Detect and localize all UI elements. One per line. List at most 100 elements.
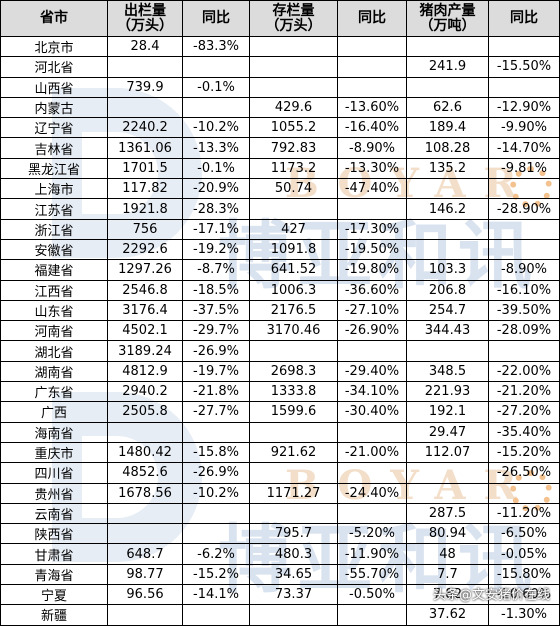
cell-pork-output: 108.28 — [406, 137, 489, 159]
cell-province: 云南省 — [0, 502, 108, 525]
cell-pork-output: 80.94 — [406, 523, 489, 545]
cell-province: 安徽省 — [0, 238, 108, 261]
cell-inventory: 427 — [249, 218, 338, 240]
cell-slaughter: 739.9 — [107, 76, 183, 98]
cell-inventory-yoy: -16.40% — [337, 117, 407, 139]
cell-inventory-yoy: -47.40% — [337, 178, 407, 200]
table-header-row: 省市 出栏量 （万头） 同比 存栏量 （万头） 同比 猪肉产量 （万吨） 同比 — [0, 0, 560, 37]
cell-province: 甘肃省 — [0, 543, 108, 565]
cell-slaughter: 4502.1 — [107, 320, 183, 342]
cell-slaughter-yoy — [182, 96, 250, 119]
cell-pork-output — [406, 238, 489, 261]
cell-slaughter-yoy — [182, 502, 250, 525]
cell-pork-output-yoy: -15.50% — [488, 56, 560, 78]
cell-inventory-yoy: -19.80% — [337, 259, 407, 281]
cell-slaughter: 98.77 — [107, 563, 183, 586]
cell-inventory-yoy: -13.30% — [337, 157, 407, 180]
cell-pork-output-yoy — [488, 218, 560, 240]
cell-inventory-yoy — [337, 421, 407, 443]
cell-pork-output-yoy — [488, 35, 560, 58]
cell-inventory: 34.65 — [249, 563, 338, 586]
header-province: 省市 — [0, 0, 108, 37]
cell-inventory: 641.52 — [249, 259, 338, 281]
cell-slaughter-yoy: -0.1% — [182, 157, 250, 180]
cell-inventory-yoy — [337, 35, 407, 58]
cell-pork-output: 62.6 — [406, 96, 489, 119]
table-row: 浙江省 756 -17.1% 427 -17.30% — [0, 218, 560, 240]
cell-slaughter: 2546.8 — [107, 279, 183, 301]
cell-pork-output — [406, 340, 489, 362]
cell-inventory: 1091.8 — [249, 238, 338, 261]
cell-slaughter: 1921.8 — [107, 198, 183, 220]
cell-province: 吉林省 — [0, 137, 108, 159]
cell-slaughter: 117.82 — [107, 178, 183, 200]
cell-pork-output: 29.47 — [406, 421, 489, 443]
cell-pork-output-yoy: -0.05% — [488, 543, 560, 565]
cell-inventory: 2176.5 — [249, 299, 338, 322]
cell-slaughter: 28.4 — [107, 35, 183, 58]
cell-inventory-yoy: -27.10% — [337, 299, 407, 322]
cell-pork-output — [406, 462, 489, 484]
cell-province: 浙江省 — [0, 218, 108, 240]
cell-inventory-yoy: -19.50% — [337, 238, 407, 261]
cell-inventory-yoy — [337, 502, 407, 525]
cell-province: 江西省 — [0, 279, 108, 301]
cell-inventory-yoy: -26.90% — [337, 320, 407, 342]
table-row: 山西省 739.9 -0.1% — [0, 76, 560, 98]
table-row: 北京市 28.4 -83.3% — [0, 35, 560, 58]
cell-slaughter-yoy: -26.9% — [182, 340, 250, 362]
cell-pork-output-yoy — [488, 76, 560, 98]
table-row: 四川省 4852.6 -26.9% -26.50% — [0, 462, 560, 484]
cell-slaughter: 3176.4 — [107, 299, 183, 322]
table-row: 湖南省 4812.9 -19.7% 2698.3 -29.40% 348.5 -22.00% — [0, 360, 560, 383]
table-row: 山东省 3176.4 -37.5% 2176.5 -27.10% 254.7 -39.50% — [0, 299, 560, 322]
cell-slaughter: 1678.56 — [107, 482, 183, 504]
cell-slaughter-yoy: -10.2% — [182, 482, 250, 504]
cell-slaughter-yoy: -27.7% — [182, 401, 250, 423]
cell-inventory: 1171.27 — [249, 482, 338, 504]
cell-pork-output-yoy: -11.20% — [488, 502, 560, 525]
table-row: 上海市 117.82 -20.9% 50.74 -47.40% — [0, 178, 560, 200]
cell-slaughter-yoy: -10.2% — [182, 117, 250, 139]
cell-pork-output-yoy: -12.90% — [488, 96, 560, 119]
cell-inventory-yoy — [337, 198, 407, 220]
cell-inventory: 1333.8 — [249, 381, 338, 403]
cell-province: 辽宁省 — [0, 117, 108, 139]
table-row: 内蒙古 429.6 -13.60% 62.6 -12.90% — [0, 96, 560, 119]
cell-pork-output: 287.5 — [406, 502, 489, 525]
header-pork-output: 猪肉产量 （万吨） — [406, 0, 489, 37]
cell-province: 江苏省 — [0, 198, 108, 220]
cell-pork-output: 37.62 — [406, 604, 489, 626]
table-row: 河南省 4502.1 -29.7% 3170.46 -26.90% 344.43 -28.0… — [0, 320, 560, 342]
cell-slaughter-yoy: -15.8% — [182, 441, 250, 464]
cell-province: 内蒙古 — [0, 96, 108, 119]
cell-slaughter: 2940.2 — [107, 381, 183, 403]
cell-pork-output: 206.8 — [406, 279, 489, 301]
cell-province: 宁夏 — [0, 584, 108, 606]
cell-inventory-yoy — [337, 604, 407, 626]
cell-slaughter-yoy: -20.9% — [182, 178, 250, 200]
cell-inventory — [249, 502, 338, 525]
cell-pork-output: 103.3 — [406, 259, 489, 281]
cell-slaughter-yoy: -26.9% — [182, 462, 250, 484]
cell-province: 陕西省 — [0, 523, 108, 545]
cell-pork-output-yoy: -27.20% — [488, 401, 560, 423]
cell-slaughter-yoy: -83.3% — [182, 35, 250, 58]
cell-slaughter: 1480.42 — [107, 441, 183, 464]
table-row: 广西 2505.8 -27.7% 1599.6 -30.40% 192.1 -27.20% — [0, 401, 560, 423]
cell-slaughter: 3189.24 — [107, 340, 183, 362]
cell-pork-output-yoy — [488, 340, 560, 362]
cell-slaughter-yoy: -17.1% — [182, 218, 250, 240]
cell-province: 贵州省 — [0, 482, 108, 504]
header-slaughter-yoy: 同比 — [182, 0, 250, 37]
cell-slaughter: 1297.26 — [107, 259, 183, 281]
header-slaughter: 出栏量 （万头） — [107, 0, 183, 37]
cell-pork-output-yoy: -8.90% — [488, 259, 560, 281]
cell-province: 重庆市 — [0, 441, 108, 464]
cell-slaughter — [107, 421, 183, 443]
cell-pork-output: 254.7 — [406, 299, 489, 322]
cell-slaughter-yoy: -19.2% — [182, 238, 250, 261]
table-row: 福建省 1297.26 -8.7% 641.52 -19.80% 103.3 -8.90% — [0, 259, 560, 281]
table-row: 云南省 287.5 -11.20% — [0, 502, 560, 525]
